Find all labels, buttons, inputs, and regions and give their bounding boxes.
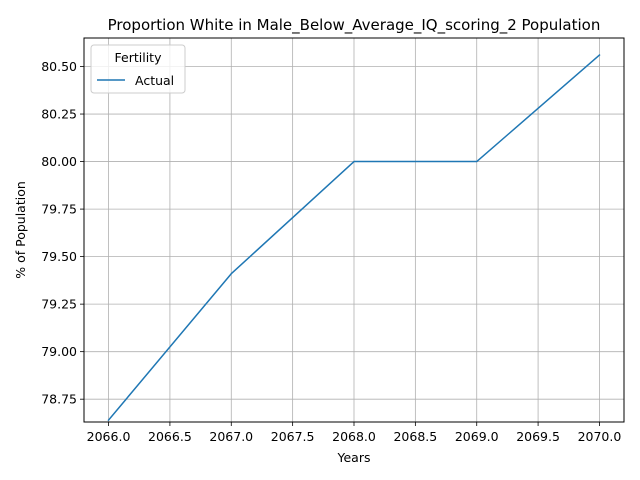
x-axis-label: Years [337,450,371,465]
series-layer [107,54,601,422]
y-tick-label: 79.75 [41,202,77,217]
y-axis: 78.75 79.00 79.25 79.50 79.75 80.00 80.25 80.50 [41,59,84,407]
legend-box [90,44,186,94]
y-tick-label: 79.00 [41,344,77,359]
x-tick-label: 2066.5 [148,429,192,444]
y-tick-label: 80.50 [41,59,77,74]
y-tick-label: 78.75 [41,392,77,407]
legend-title: Fertility [115,50,163,65]
x-tick-label: 2066.0 [87,429,131,444]
x-tick-label: 2068.0 [332,429,376,444]
y-axis-label: % of Population [13,181,28,279]
x-tick-label: 2070.0 [578,429,622,444]
x-tick-label: 2067.0 [209,429,253,444]
legend: Fertility Actual [90,44,186,94]
x-tick-label: 2069.5 [516,429,560,444]
x-tick-label: 2067.5 [271,429,315,444]
x-tick-label: 2069.0 [455,429,499,444]
y-tick-label: 80.25 [41,107,77,122]
y-tick-label: 79.25 [41,297,77,312]
x-axis: 2066.0 2066.5 2067.0 2067.5 2068.0 2068.5 2069… [87,422,622,444]
y-tick-label: 80.00 [41,154,77,169]
y-tick-label: 79.50 [41,249,77,264]
legend-entry-actual: Actual [135,73,174,88]
x-tick-label: 2068.5 [393,429,437,444]
chart-title: Proportion White in Male_Below_Average_I… [108,16,601,35]
series-line-actual [107,54,601,422]
